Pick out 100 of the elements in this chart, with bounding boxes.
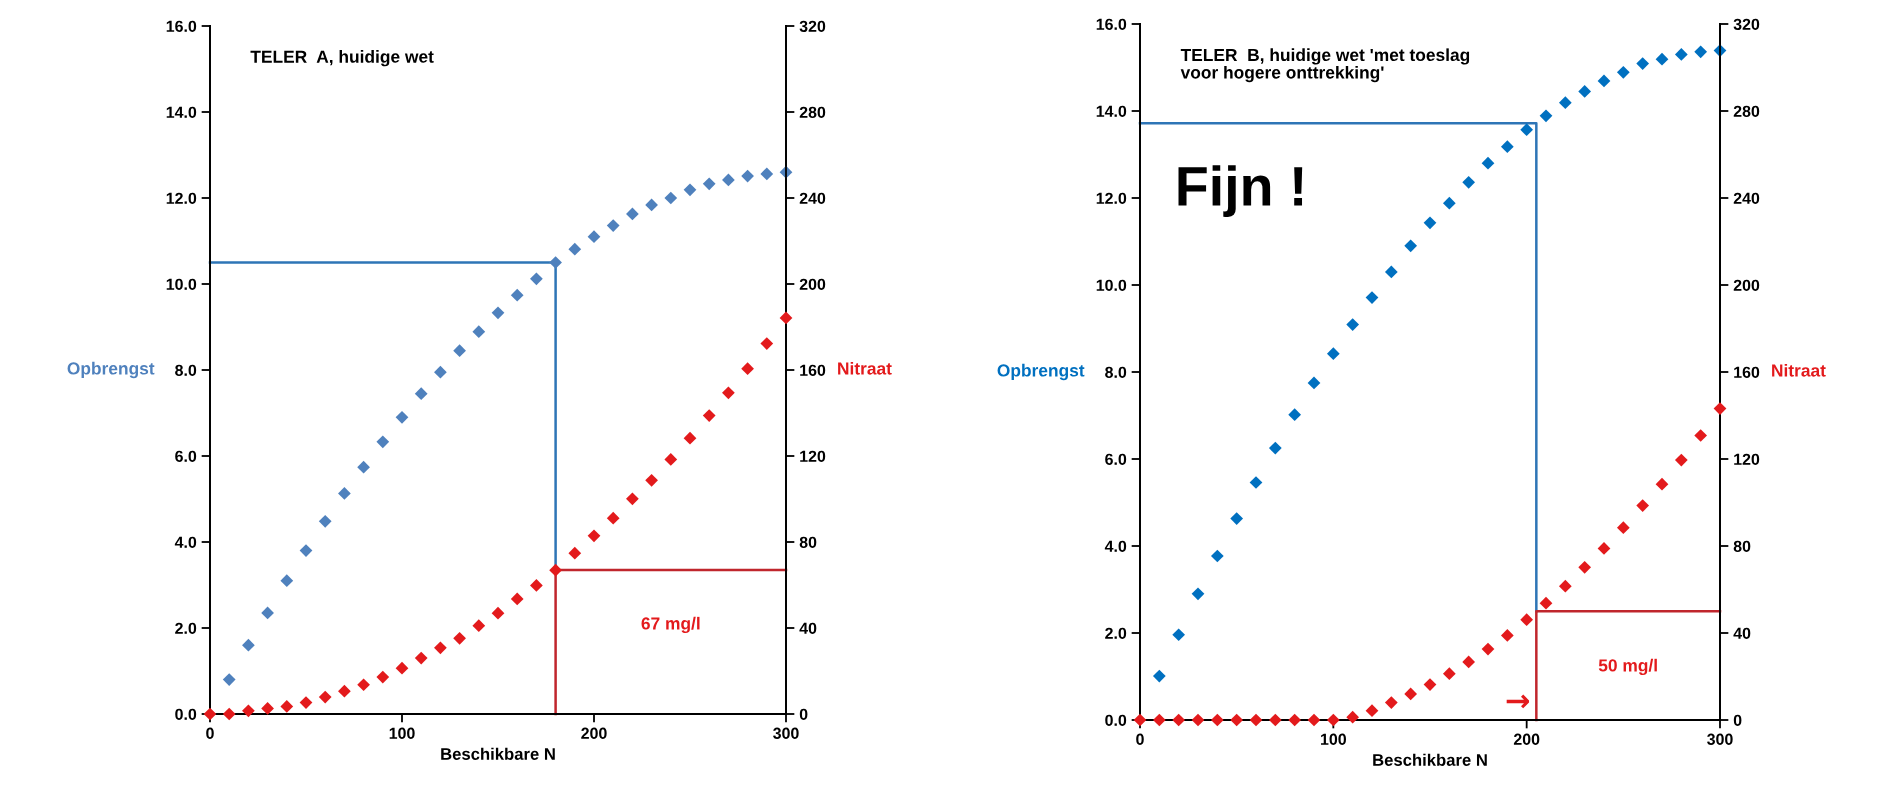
point <box>722 173 735 187</box>
point <box>318 690 332 704</box>
point <box>510 288 524 302</box>
y2-tick-label: 0 <box>1733 714 1742 726</box>
y-tick-label: 12.0 <box>1096 192 1127 204</box>
point <box>395 410 409 424</box>
point <box>606 511 620 525</box>
y2-tick-label: 0 <box>799 708 808 720</box>
y-axis-title: Opbrengst <box>997 363 1085 381</box>
point <box>242 704 255 718</box>
x-tick-label: 0 <box>206 727 214 739</box>
point <box>472 619 486 632</box>
point <box>1326 347 1340 361</box>
point <box>222 673 236 686</box>
point <box>1288 408 1302 421</box>
point <box>1384 696 1398 709</box>
x-tick-label: 100 <box>389 727 415 739</box>
point <box>1191 713 1205 727</box>
point <box>1674 453 1688 467</box>
y2-axis-title: Nitraat <box>838 361 892 375</box>
point <box>376 435 390 449</box>
point <box>587 529 601 543</box>
point <box>1442 667 1456 681</box>
point <box>530 579 543 592</box>
point <box>1404 239 1418 253</box>
point <box>1172 628 1186 642</box>
point <box>1500 629 1514 642</box>
point <box>1520 123 1534 137</box>
y-tick-label: 4.0 <box>174 536 197 548</box>
x-tick-label: 300 <box>1707 733 1733 745</box>
point <box>1636 57 1650 70</box>
point <box>453 344 466 358</box>
point <box>1346 318 1360 331</box>
x-axis-title: Beschikbare N <box>1373 753 1487 766</box>
y2-tick-label: 320 <box>799 20 826 32</box>
y-tick-label: 16.0 <box>166 20 197 32</box>
point <box>1500 140 1514 154</box>
point <box>338 684 351 698</box>
point <box>587 230 601 244</box>
y2-tick-label: 280 <box>1733 105 1760 117</box>
point <box>1578 560 1592 574</box>
y2-tick-label: 160 <box>800 364 826 376</box>
point <box>1616 65 1630 79</box>
point <box>1481 642 1495 656</box>
y2-tick-label: 280 <box>799 106 826 118</box>
point <box>741 169 754 183</box>
point <box>222 707 236 721</box>
point <box>1520 613 1534 627</box>
y2-tick-label: 80 <box>1733 540 1751 552</box>
point <box>453 631 466 645</box>
point <box>760 337 774 350</box>
point <box>491 306 505 320</box>
point <box>626 207 639 221</box>
x-tick-label: 0 <box>1136 733 1144 745</box>
x-tick-label: 200 <box>581 727 607 739</box>
point <box>1230 512 1244 525</box>
point <box>683 183 697 197</box>
point <box>1346 710 1360 724</box>
point <box>568 242 582 256</box>
point <box>1578 85 1592 98</box>
point <box>1655 477 1669 491</box>
y-tick-label: 12.0 <box>166 192 197 204</box>
point <box>683 431 697 445</box>
point <box>702 177 716 191</box>
point <box>722 386 735 400</box>
point <box>664 453 678 466</box>
point <box>1326 713 1340 727</box>
point <box>1152 669 1166 683</box>
x-tick-label: 300 <box>773 727 799 739</box>
y2-tick-label: 200 <box>1733 279 1760 291</box>
point <box>1655 52 1669 66</box>
y2-axis-title: Nitraat <box>1772 363 1826 377</box>
y-tick-label: 6.0 <box>1105 453 1127 465</box>
y-tick-label: 2.0 <box>1105 627 1127 639</box>
text: TELER A, huidige wet <box>250 50 434 67</box>
point <box>1230 713 1244 727</box>
annotation: → <box>1506 694 1530 709</box>
point <box>1616 521 1630 535</box>
point <box>1249 713 1263 727</box>
point <box>1191 587 1205 601</box>
point <box>626 492 639 506</box>
point <box>318 515 332 528</box>
point <box>414 387 428 401</box>
y-tick-label: 0.0 <box>1105 714 1127 726</box>
y-tick-label: 0.0 <box>175 708 197 720</box>
annotation: 67 mg/l <box>641 616 700 634</box>
point <box>1558 96 1572 110</box>
y-tick-label: 8.0 <box>1105 366 1127 378</box>
y-tick-label: 14.0 <box>1096 105 1127 117</box>
point <box>606 219 620 232</box>
x-axis-title: Beschikbare N <box>441 747 555 760</box>
point <box>261 606 274 620</box>
point <box>357 678 370 692</box>
point <box>1268 441 1282 455</box>
y2-tick-label: 40 <box>799 622 817 634</box>
point <box>1442 196 1456 210</box>
y2-tick-label: 240 <box>799 192 826 204</box>
y2-tick-label: 80 <box>799 536 817 548</box>
point <box>1462 175 1476 189</box>
point <box>645 473 658 487</box>
